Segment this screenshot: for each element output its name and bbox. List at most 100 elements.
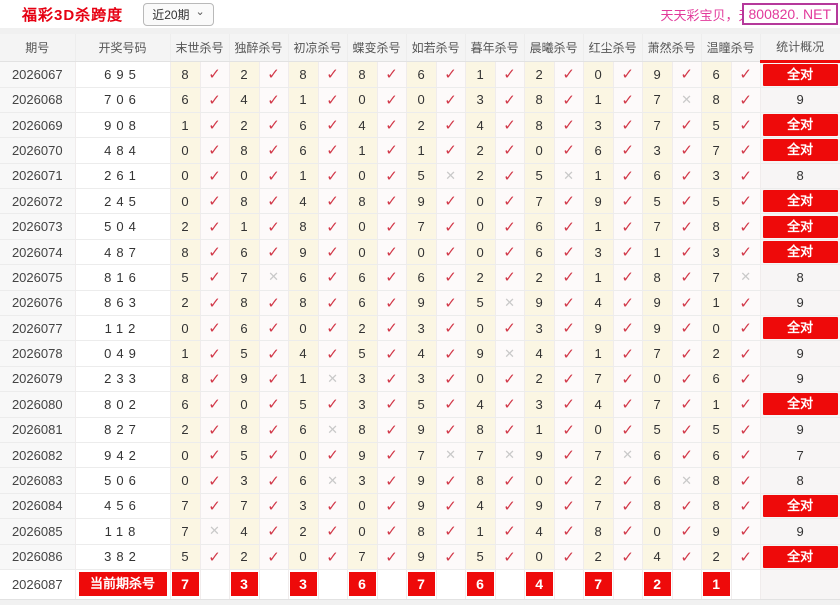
- check-icon: ✓: [503, 218, 516, 236]
- kill-number: 3: [347, 467, 378, 494]
- check-icon: ✓: [621, 523, 634, 541]
- kill-number: 7: [583, 442, 614, 469]
- check-icon: ✓: [385, 218, 398, 236]
- kill-number: 0: [406, 87, 437, 113]
- check-icon: ✓: [503, 548, 516, 566]
- check-icon: ✓: [621, 91, 634, 109]
- kill-result-cell: ✓: [495, 87, 525, 113]
- kill-number: 7: [642, 213, 673, 240]
- period-cell: 2026072: [0, 188, 76, 215]
- check-icon: ✓: [621, 294, 634, 312]
- check-icon: ✓: [680, 370, 693, 388]
- check-icon: ✓: [385, 142, 398, 160]
- kill-number: 0: [583, 417, 614, 443]
- kill-number: 1: [288, 366, 319, 393]
- kill-number: 3: [288, 493, 319, 520]
- check-icon: ✓: [562, 370, 575, 388]
- check-icon: ✓: [444, 294, 457, 312]
- check-icon: ✓: [621, 269, 634, 287]
- period-cell: 2026082: [0, 442, 76, 469]
- kill-result-cell: ✓: [613, 467, 643, 494]
- kill-result-cell: ✓: [200, 544, 230, 570]
- column-header: 期号: [0, 34, 76, 62]
- kill-number: 2: [170, 290, 201, 317]
- kill-span-table: 期号 开奖号码 末世杀号 独醉杀号 初凉杀号 蝶变杀号 如若杀号 暮年杀号 晨曦杀号 红尘杀号 萧然…: [0, 34, 840, 600]
- kill-number: 6: [170, 391, 201, 418]
- check-icon: ✓: [267, 497, 280, 515]
- range-select[interactable]: 近20期 ⌄: [143, 2, 214, 26]
- kill-result-cell: ✓: [613, 137, 643, 164]
- kill-number: 1: [406, 137, 437, 164]
- current-kill-number: 2: [643, 572, 671, 597]
- kill-result-cell: ✓: [672, 442, 702, 469]
- kill-number: 4: [288, 188, 319, 215]
- kill-result-cell: ✓: [377, 290, 407, 317]
- column-header: 晨曦杀号: [524, 34, 584, 62]
- column-header: 红尘杀号: [583, 34, 643, 62]
- stat-cell: 全对: [760, 188, 840, 215]
- check-icon: ✓: [326, 294, 339, 312]
- cross-icon: ✕: [327, 370, 338, 386]
- kill-number: 8: [642, 264, 673, 291]
- check-icon: ✓: [385, 66, 398, 83]
- kill-number: 9: [583, 315, 614, 342]
- check-icon: ✓: [621, 244, 634, 262]
- check-icon: ✓: [326, 244, 339, 262]
- table-row: 2026068 706 6 ✓ 4 ✓ 1 ✓ 0 ✓ 0 ✓ 3 ✓ 8 ✓ 1 ✓ 7 ✕ 8 ✓ 9: [0, 87, 840, 113]
- period-cell: 2026076: [0, 290, 76, 317]
- kill-number: 2: [524, 366, 555, 393]
- kill-result-cell: ✓: [495, 417, 525, 443]
- table-row: 2026080 802 6 ✓ 0 ✓ 5 ✓ 3 ✓ 5 ✓ 4 ✓ 3 ✓ 4 ✓ 7 ✓ 1 ✓ 全对: [0, 391, 840, 418]
- draw-numbers: 827: [75, 417, 171, 443]
- draw-numbers: 233: [75, 366, 171, 393]
- current-kill-number-cell: 1: [701, 569, 732, 600]
- check-icon: ✓: [680, 523, 693, 541]
- current-kill-number: 4: [525, 572, 553, 597]
- check-icon: ✓: [267, 345, 280, 363]
- kill-number: 0: [524, 137, 555, 164]
- kill-number: 8: [583, 518, 614, 545]
- check-icon: ✓: [267, 472, 280, 490]
- kill-result-cell: ✓: [377, 544, 407, 570]
- kill-result-cell: ✓: [554, 391, 584, 418]
- kill-number: 1: [583, 163, 614, 190]
- kill-result-cell: ✓: [672, 290, 702, 317]
- current-kill-label-cell: 当前期杀号: [75, 569, 171, 600]
- kill-result-cell: ✓: [318, 290, 348, 317]
- kill-number: 8: [229, 417, 260, 443]
- check-icon: ✓: [562, 548, 575, 566]
- kill-number: 0: [465, 239, 496, 266]
- kill-result-cell: ✓: [613, 239, 643, 266]
- check-icon: ✓: [444, 218, 457, 236]
- kill-result-cell: ✓: [495, 137, 525, 164]
- stat-cell: 9: [760, 417, 840, 443]
- kill-result-cell: ✓: [672, 391, 702, 418]
- check-icon: ✓: [267, 447, 280, 465]
- stat-cell: 9: [760, 366, 840, 393]
- check-icon: ✓: [208, 548, 221, 566]
- kill-result-cell: ✓: [318, 112, 348, 139]
- kill-result-cell: ✓: [554, 61, 584, 88]
- kill-result-cell: ✓: [259, 188, 289, 215]
- empty-cell: [495, 569, 525, 600]
- kill-result-cell: ✓: [259, 315, 289, 342]
- check-icon: ✓: [385, 497, 398, 515]
- check-icon: ✓: [385, 472, 398, 490]
- period-cell: 2026079: [0, 366, 76, 393]
- kill-number: 3: [583, 112, 614, 139]
- kill-number: 6: [288, 467, 319, 494]
- kill-result-cell: ✓: [672, 163, 702, 190]
- kill-number: 8: [701, 213, 732, 240]
- kill-number: 6: [288, 112, 319, 139]
- table-row: 2026074 487 8 ✓ 6 ✓ 9 ✓ 0 ✓ 0 ✓ 0 ✓ 6 ✓ 3 ✓ 1 ✓ 3 ✓ 全对: [0, 239, 840, 266]
- kill-result-cell: ✓: [613, 290, 643, 317]
- kill-result-cell: ✓: [731, 137, 761, 164]
- check-icon: ✓: [267, 193, 280, 211]
- kill-result-cell: ✓: [200, 61, 230, 88]
- kill-number: 4: [465, 391, 496, 418]
- check-icon: ✓: [562, 294, 575, 312]
- kill-result-cell: ✓: [554, 366, 584, 393]
- kill-number: 0: [347, 87, 378, 113]
- kill-result-cell: ✓: [495, 213, 525, 240]
- kill-number: 1: [642, 239, 673, 266]
